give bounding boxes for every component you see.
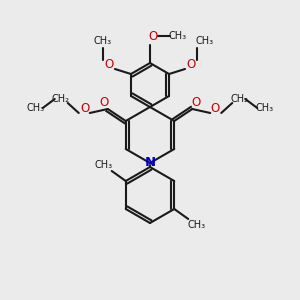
Text: O: O <box>99 97 108 110</box>
Text: CH₂: CH₂ <box>230 94 248 104</box>
Text: O: O <box>192 97 201 110</box>
Text: CH₃: CH₃ <box>169 31 187 41</box>
Text: O: O <box>211 103 220 116</box>
Text: CH₃: CH₃ <box>27 103 45 113</box>
Text: O: O <box>80 103 89 116</box>
Text: CH₃: CH₃ <box>94 36 112 46</box>
Text: CH₃: CH₃ <box>196 36 214 46</box>
Text: O: O <box>104 58 114 71</box>
Text: CH₃: CH₃ <box>187 220 205 230</box>
Text: CH₂: CH₂ <box>52 94 70 104</box>
Text: O: O <box>148 31 158 44</box>
Text: CH₃: CH₃ <box>95 160 113 170</box>
Text: CH₃: CH₃ <box>255 103 273 113</box>
Text: O: O <box>186 58 196 71</box>
Text: N: N <box>144 157 156 169</box>
